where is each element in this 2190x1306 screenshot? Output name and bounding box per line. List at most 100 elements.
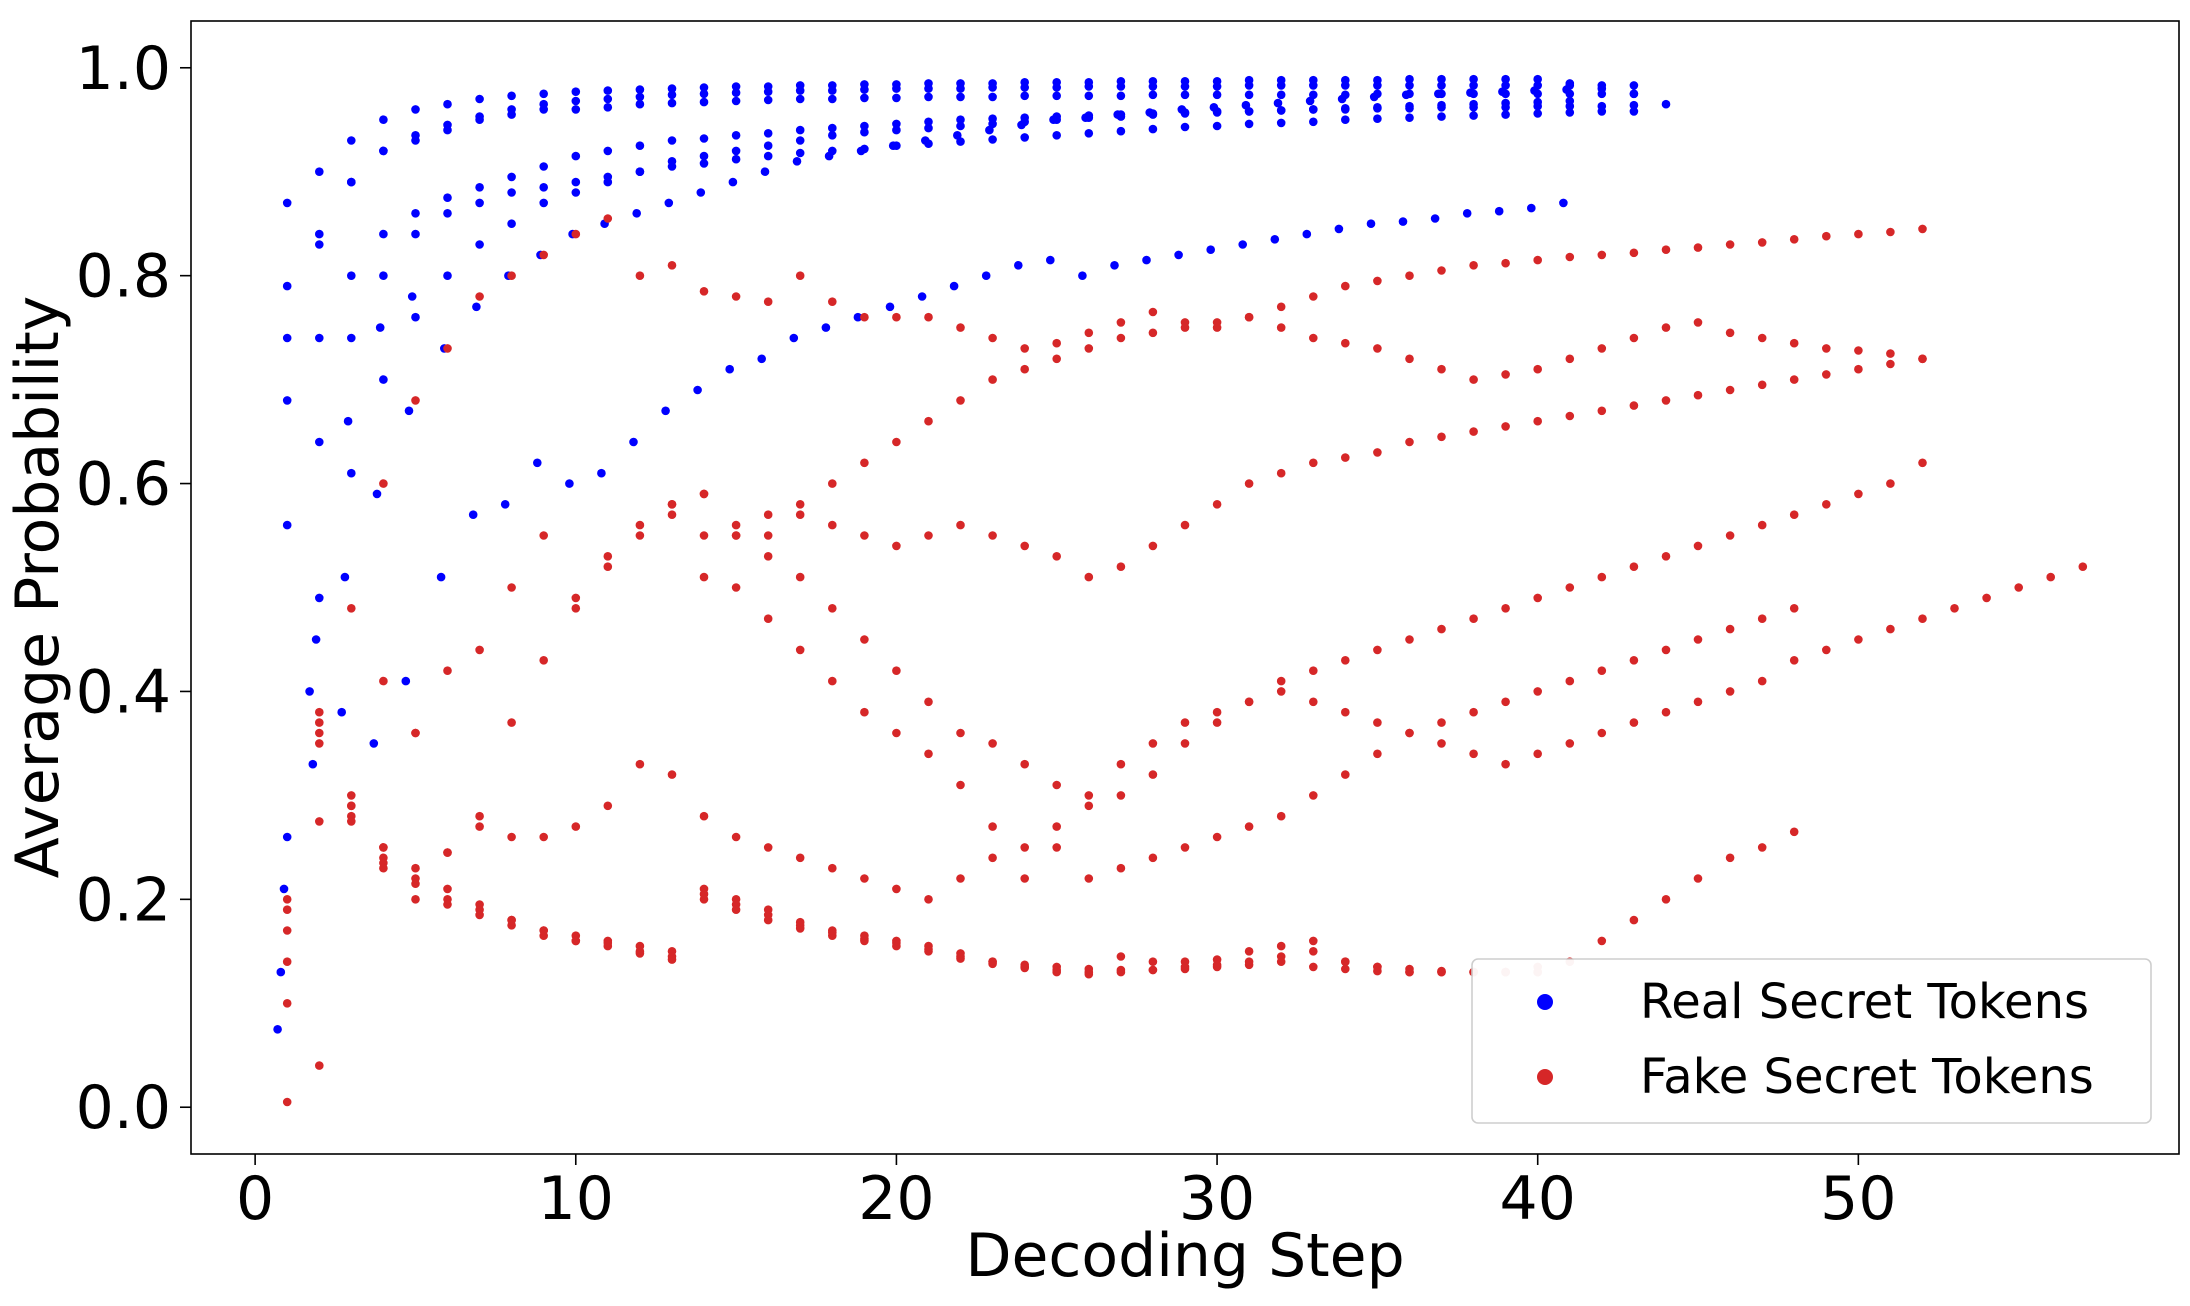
fake-secret-token-point — [1180, 843, 1190, 852]
real-secret-token-point — [1052, 131, 1061, 140]
legend-marker-real — [1537, 994, 1553, 1010]
real-secret-token-point — [1437, 100, 1446, 110]
fake-secret-token-point — [924, 895, 933, 904]
fake-secret-token-point — [539, 926, 548, 935]
fake-secret-token-point — [1373, 718, 1382, 727]
real-secret-token-point — [443, 99, 452, 109]
fake-secret-token-point — [1565, 739, 1575, 748]
fake-secret-token-point — [1148, 853, 1158, 863]
real-secret-token-point — [988, 83, 997, 92]
real-secret-token-point — [635, 92, 645, 102]
real-secret-token-point — [860, 85, 869, 94]
fake-secret-token-point — [1341, 453, 1350, 462]
real-secret-token-point — [571, 188, 581, 197]
real-secret-token-point — [276, 967, 286, 977]
fake-secret-token-point — [1886, 479, 1895, 488]
fake-secret-token-point — [1276, 468, 1286, 478]
real-secret-token-point — [372, 489, 382, 499]
real-secret-token-point — [1244, 119, 1254, 129]
fake-secret-token-point — [763, 510, 773, 519]
fake-secret-token-point — [315, 718, 324, 727]
fake-secret-token-point — [1020, 541, 1029, 551]
real-secret-token-point — [1212, 82, 1222, 91]
fake-secret-token-point — [924, 531, 933, 540]
fake-secret-token-point — [1469, 375, 1478, 384]
fake-secret-token-point — [1148, 957, 1158, 966]
real-secret-token-point — [760, 167, 770, 176]
real-secret-token-point — [1629, 81, 1639, 90]
fake-secret-token-point — [1116, 333, 1126, 343]
y-tick-label: 0.2 — [76, 865, 171, 935]
real-secret-token-point — [1084, 91, 1094, 101]
real-secret-token-point — [635, 99, 645, 109]
fake-secret-token-point — [315, 739, 324, 748]
fake-secret-token-point — [1789, 827, 1799, 837]
real-secret-token-point — [1084, 129, 1094, 138]
real-secret-token-point — [475, 198, 484, 208]
real-secret-token-point — [1341, 115, 1350, 124]
real-secret-token-point — [603, 146, 613, 156]
real-secret-token-point — [571, 96, 581, 106]
fake-secret-token-point — [411, 879, 420, 888]
real-secret-token-point — [1209, 103, 1219, 112]
fake-secret-token-point — [1693, 541, 1703, 551]
fake-secret-token-point — [1661, 895, 1671, 904]
fake-secret-token-point — [731, 520, 741, 530]
real-secret-token-point — [667, 136, 677, 145]
fake-secret-token-point — [379, 863, 388, 873]
fake-secret-token-point — [475, 292, 484, 301]
fake-secret-token-point — [603, 214, 613, 223]
fake-secret-token-point — [763, 614, 773, 623]
real-secret-token-point — [924, 92, 933, 102]
real-secret-token-point — [1305, 96, 1315, 106]
real-secret-token-point — [924, 123, 933, 133]
real-secret-token-point — [1341, 104, 1350, 113]
y-axis-label: Average Probability — [3, 296, 73, 879]
real-secret-token-point — [953, 131, 962, 140]
real-secret-token-point — [693, 385, 702, 395]
real-secret-token-point — [731, 82, 741, 91]
real-secret-token-point — [571, 177, 581, 187]
real-secret-token-point — [1110, 261, 1119, 270]
real-secret-token-point — [1020, 91, 1029, 101]
fake-secret-token-point — [507, 718, 516, 727]
fake-secret-token-point — [1341, 707, 1350, 717]
real-secret-token-point — [369, 739, 379, 748]
fake-secret-token-point — [282, 895, 292, 904]
fake-secret-token-point — [828, 297, 837, 307]
fake-secret-token-point — [1757, 520, 1767, 530]
fake-secret-token-point — [795, 917, 805, 927]
fake-secret-token-point — [1982, 593, 1991, 603]
real-secret-token-point — [635, 85, 645, 94]
fake-secret-token-point — [475, 645, 484, 655]
fake-secret-token-point — [1822, 344, 1831, 353]
fake-secret-token-point — [1597, 572, 1607, 582]
real-secret-token-point — [1469, 81, 1478, 90]
real-secret-token-point — [411, 209, 420, 218]
real-secret-token-point — [343, 416, 353, 426]
fake-secret-token-point — [1918, 224, 1927, 234]
real-secret-token-point — [1469, 99, 1478, 109]
real-secret-token-point — [472, 302, 481, 312]
fake-secret-token-point — [379, 479, 388, 488]
real-secret-token-point — [500, 500, 510, 509]
fake-secret-token-point — [1469, 261, 1478, 270]
fake-secret-token-point — [603, 938, 613, 948]
real-secret-token-point — [1430, 214, 1440, 223]
fake-secret-token-point — [1437, 718, 1446, 727]
fake-secret-token-point — [1180, 739, 1190, 748]
fake-secret-token-point — [1854, 229, 1863, 239]
fake-secret-token-point — [1757, 238, 1767, 247]
fake-secret-token-point — [1629, 718, 1639, 727]
fake-secret-token-point — [1373, 448, 1382, 457]
fake-secret-token-point — [1244, 479, 1254, 488]
real-secret-token-point — [1597, 89, 1607, 99]
fake-secret-token-point — [1084, 344, 1094, 353]
real-secret-token-point — [757, 354, 766, 364]
real-secret-token-point — [1276, 106, 1286, 115]
real-secret-token-point — [475, 115, 484, 124]
fake-secret-token-point — [1020, 843, 1029, 852]
fake-secret-token-point — [1822, 645, 1831, 655]
real-secret-token-point — [1276, 81, 1286, 90]
fake-secret-token-point — [795, 645, 805, 655]
